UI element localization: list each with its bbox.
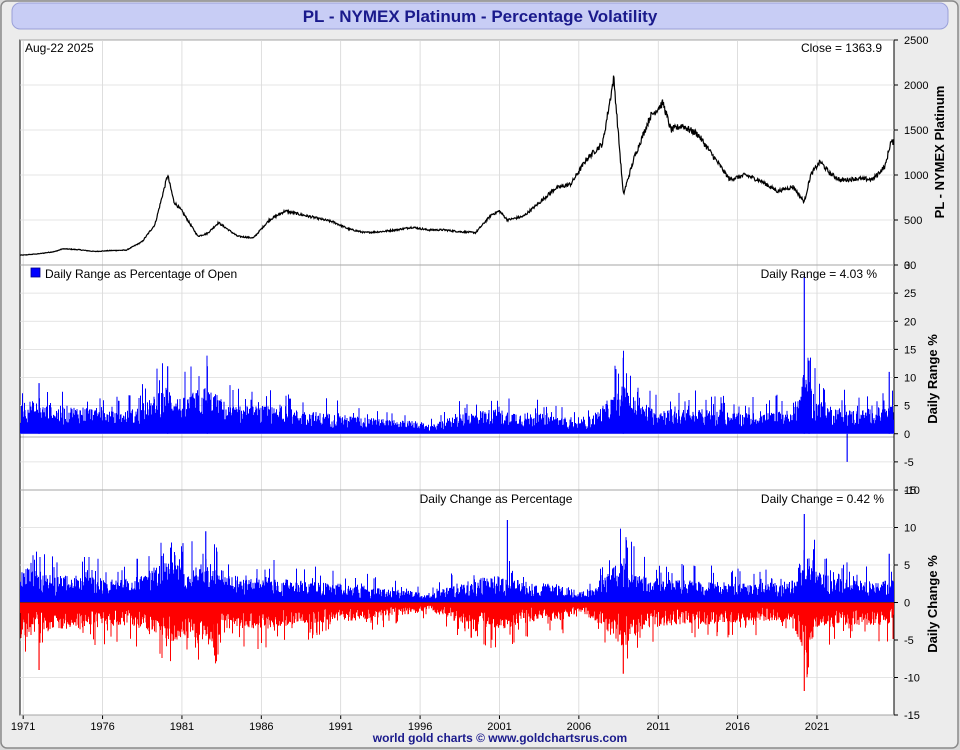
- x-tick-label: 1976: [90, 721, 114, 733]
- x-tick-label: 2001: [487, 721, 511, 733]
- y-tick-label: -5: [904, 457, 914, 469]
- y-tick-label: 2000: [904, 80, 928, 92]
- range-bars: [20, 350, 894, 434]
- y-tick-label: 15: [904, 485, 916, 497]
- x-tick-label: 2021: [805, 721, 829, 733]
- price-gridlines: [20, 39, 894, 266]
- x-tick-label: 2016: [725, 721, 749, 733]
- x-tick-label: 2011: [646, 721, 670, 733]
- y-tick-label: 10: [904, 373, 916, 385]
- x-tick-label: 1981: [170, 721, 194, 733]
- change-stat-label: Daily Change = 0.42 %: [761, 492, 884, 506]
- y-tick-label: 2500: [904, 35, 928, 47]
- price-y-axis-label: PL - NYMEX Platinum: [932, 86, 947, 219]
- range-y-ticks: -10 -5 0 5 10 15 20 25 30: [894, 260, 920, 497]
- y-tick-label: 10: [904, 523, 916, 535]
- y-tick-label: 1000: [904, 170, 928, 182]
- y-tick-label: 15: [904, 344, 916, 356]
- x-tick-label: 1991: [328, 721, 352, 733]
- chart-title: PL - NYMEX Platinum - Percentage Volatil…: [303, 7, 658, 26]
- y-tick-label: 5: [904, 560, 910, 572]
- x-tick-label: 2006: [567, 721, 591, 733]
- y-tick-label: 0: [904, 598, 910, 610]
- title-bar: [11, 2, 949, 30]
- y-tick-label: -5: [904, 635, 914, 647]
- y-tick-label: 25: [904, 288, 916, 300]
- price-close-label: Close = 1363.9: [801, 41, 882, 55]
- y-tick-label: 5: [904, 401, 910, 413]
- range-y-axis-label: Daily Range %: [925, 334, 940, 424]
- range-stat-label: Daily Range = 4.03 %: [761, 267, 878, 281]
- x-axis-labels: 1971 1976 1981 1986 1991 1996 2001 2006 2011 2016…: [11, 721, 829, 733]
- x-tick-label: 1996: [408, 721, 432, 733]
- y-tick-label: 20: [904, 316, 916, 328]
- footer-credit[interactable]: world gold charts © www.goldchartsrus.co…: [372, 731, 627, 745]
- change-positive-bars: [20, 528, 894, 603]
- y-tick-label: 30: [904, 260, 916, 272]
- range-legend-label: Daily Range as Percentage of Open: [45, 267, 237, 281]
- change-y-ticks: -15 -10 -5 0 5 10 15: [894, 485, 920, 722]
- y-tick-label: 0: [904, 260, 910, 272]
- change-y-axis-label: Daily Change %: [925, 555, 940, 653]
- y-tick-label: 500: [904, 215, 922, 227]
- y-tick-label: 0: [904, 429, 910, 441]
- change-spikes: [20, 514, 894, 691]
- x-tick-label: 1986: [249, 721, 273, 733]
- y-tick-label: -15: [904, 710, 920, 722]
- y-tick-label: -10: [904, 485, 920, 497]
- x-tick-label: 1971: [11, 721, 35, 733]
- price-panel: Aug-22 2025 Close = 1363.9 0 500 1000 1500 2…: [19, 35, 947, 272]
- range-spikes: [38, 276, 890, 462]
- price-y-ticks: 0 500 1000 1500 2000 2500: [894, 35, 928, 272]
- range-legend-swatch: [30, 267, 41, 278]
- y-tick-label: 1500: [904, 125, 928, 137]
- change-negative-bars: [20, 602, 894, 678]
- price-series-line: [19, 75, 895, 257]
- price-date-label: Aug-22 2025: [25, 41, 94, 55]
- change-panel: Daily Change as Percentage Daily Change …: [20, 485, 940, 722]
- y-tick-label: -10: [904, 673, 920, 685]
- change-panel-title: Daily Change as Percentage: [420, 492, 573, 506]
- range-panel: Daily Range as Percentage of Open Daily …: [20, 260, 940, 497]
